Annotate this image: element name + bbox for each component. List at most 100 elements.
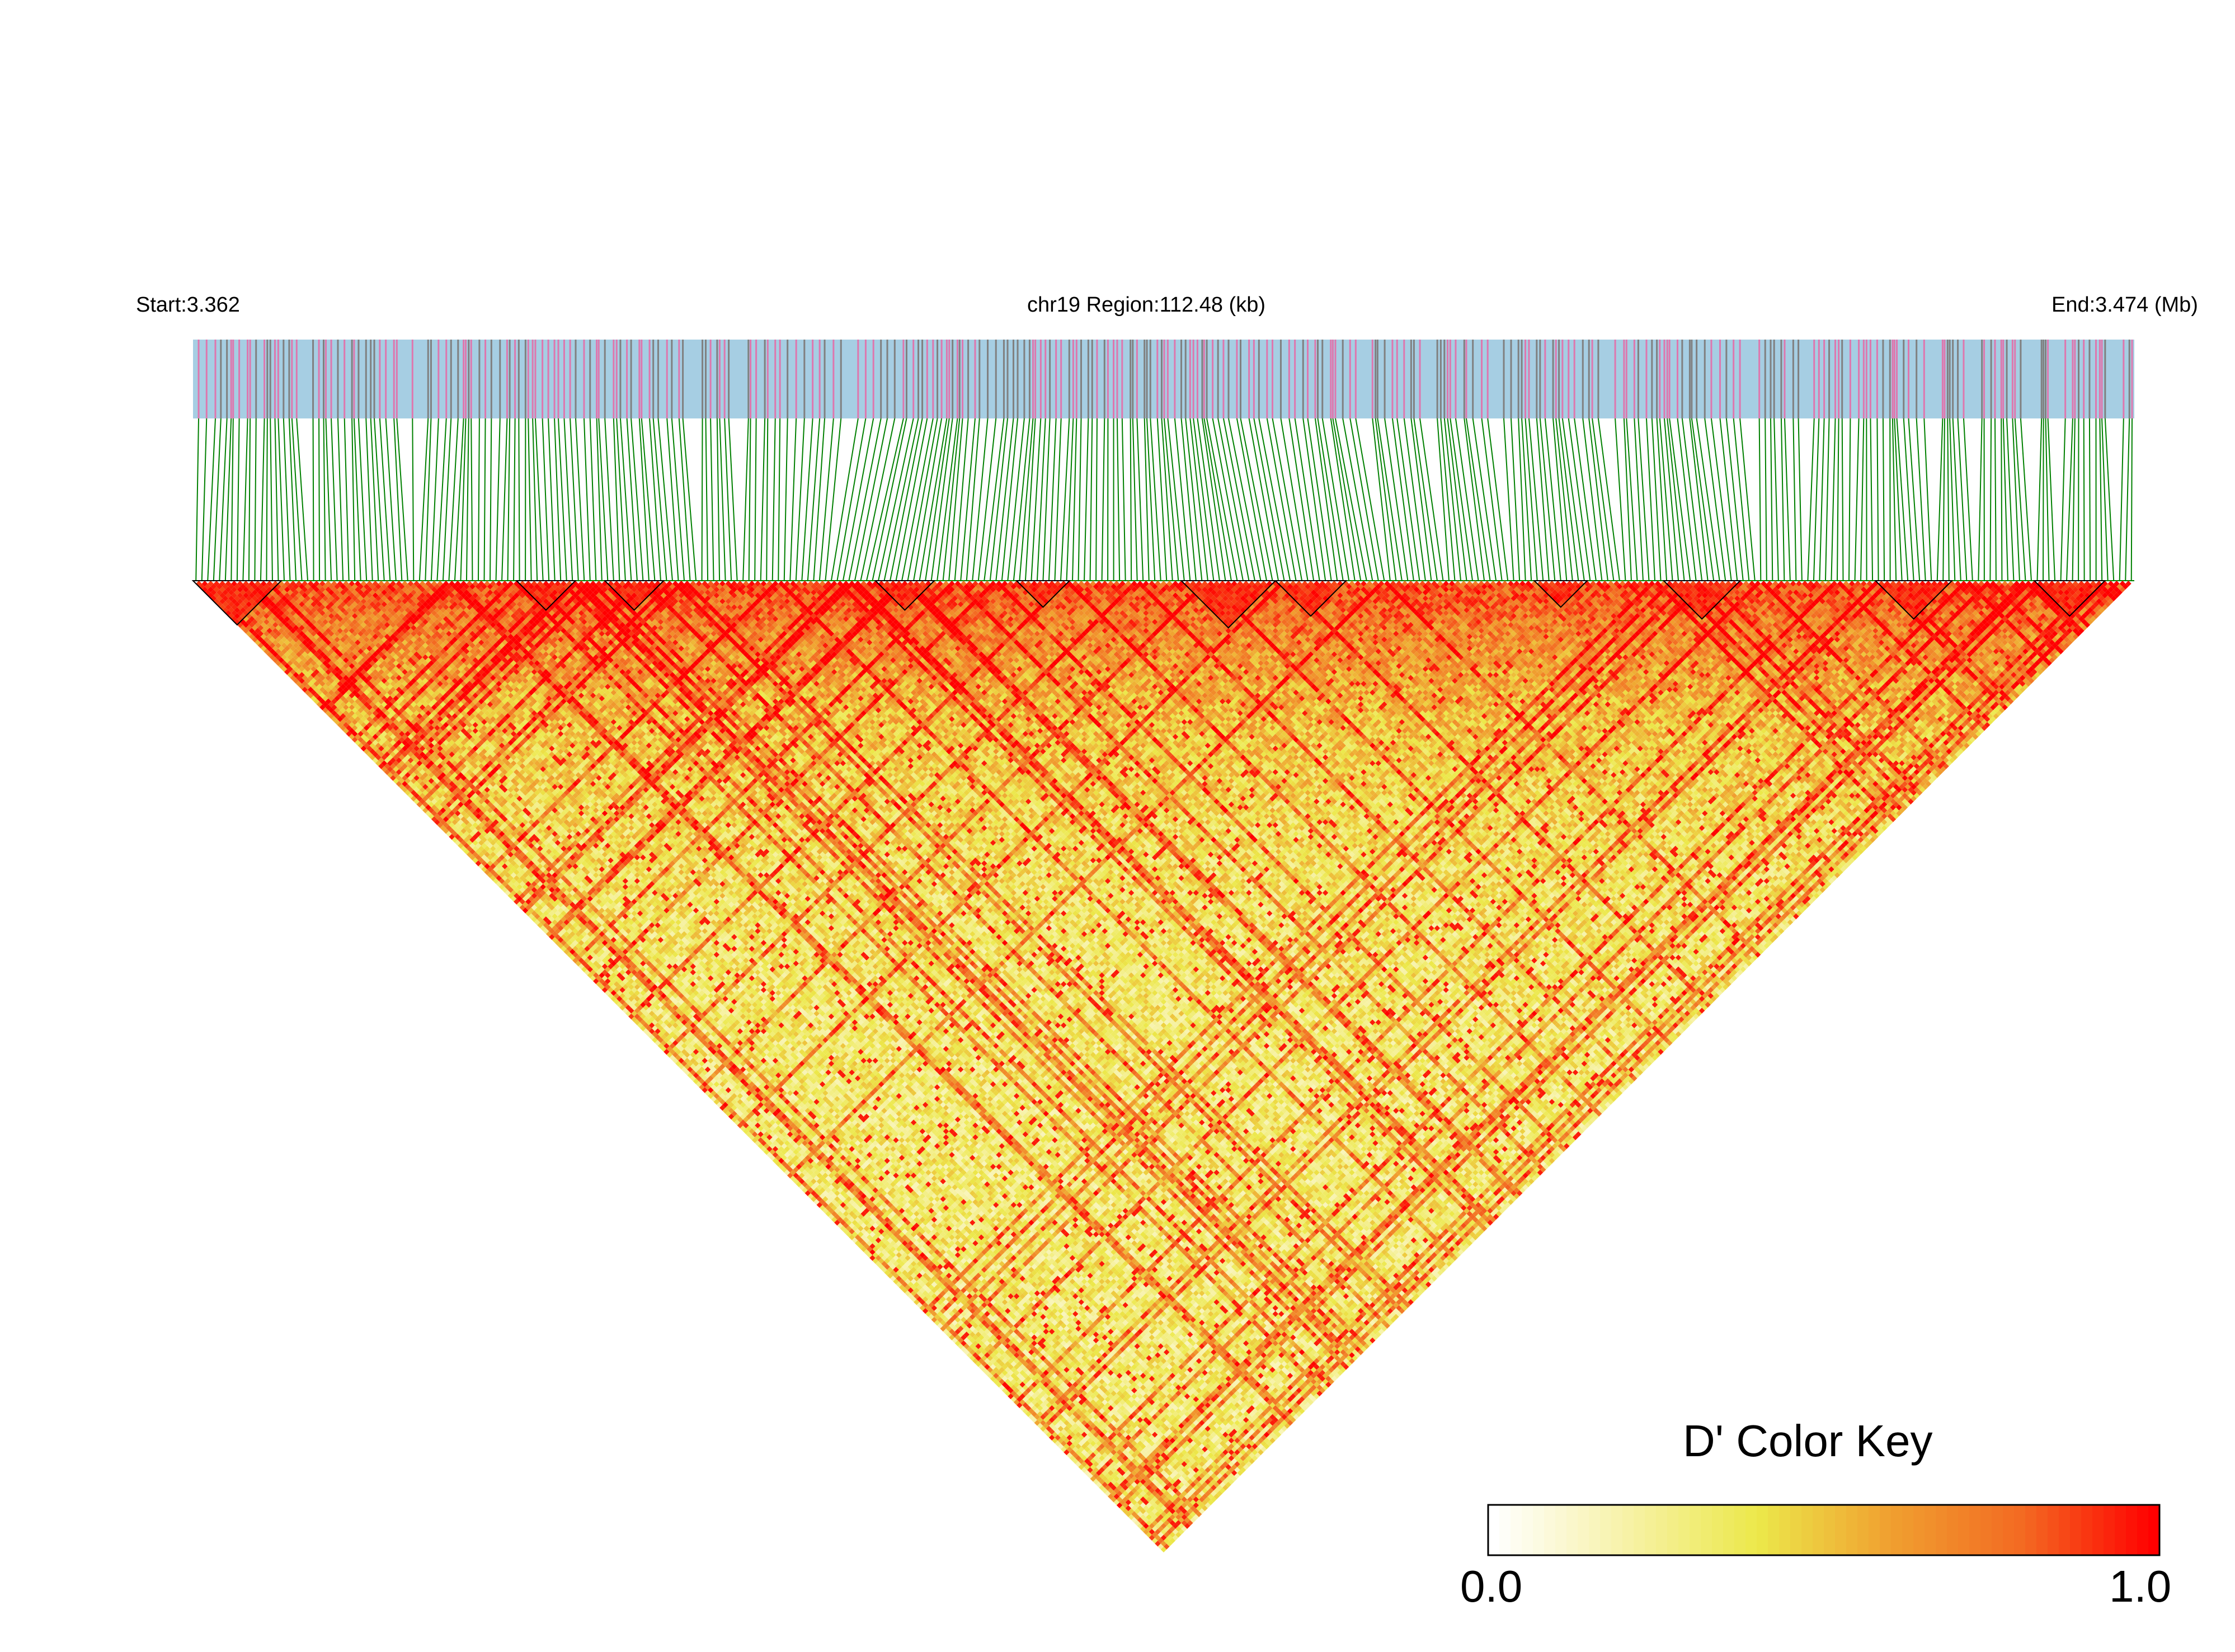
- snp-connector: [1528, 418, 1544, 581]
- snp-connector: [370, 418, 379, 581]
- snp-connector: [1634, 418, 1644, 581]
- snp-connector: [1150, 418, 1161, 581]
- snp-connector: [1167, 418, 1185, 581]
- ld-heatmap-triangle: [196, 581, 2132, 1552]
- snp-connector: [325, 418, 332, 581]
- snp-connector: [1185, 418, 1203, 581]
- snp-connector: [854, 418, 888, 581]
- snp-connector: [1101, 418, 1105, 581]
- snp-connector: [895, 418, 928, 581]
- snp-connector: [619, 418, 632, 581]
- snp-connector: [1481, 418, 1503, 581]
- ld-cell: [893, 1278, 899, 1285]
- snp-connector: [1669, 418, 1691, 581]
- snp-connector: [724, 418, 732, 581]
- snp-connector: [1903, 418, 1914, 581]
- snp-connector: [1854, 418, 1860, 581]
- snp-connector: [1592, 418, 1615, 581]
- snp-connector: [972, 418, 989, 581]
- snp-connector: [283, 418, 291, 581]
- snp-connector: [1638, 418, 1650, 581]
- ld-cell: [255, 639, 261, 646]
- snp-connector: [1410, 418, 1432, 581]
- snp-connector: [596, 418, 603, 581]
- snp-connector: [465, 418, 469, 581]
- snp-connector: [641, 418, 656, 581]
- ld-cell: [796, 1181, 802, 1188]
- snp-connector: [1217, 418, 1250, 581]
- snp-connector: [995, 418, 1014, 581]
- snp-connector: [1521, 418, 1532, 581]
- snp-connector: [930, 418, 953, 581]
- snp-connector: [195, 418, 200, 581]
- snp-connector: [2014, 418, 2026, 581]
- snp-connector: [1894, 418, 1903, 581]
- snp-connector: [1989, 418, 1992, 581]
- snp-connector: [454, 418, 464, 581]
- snp-connector: [2012, 418, 2020, 581]
- ld-cell: [1151, 1537, 1158, 1544]
- snp-connector: [1189, 418, 1208, 581]
- snp-connector: [2036, 418, 2043, 581]
- snp-connector: [490, 418, 492, 581]
- snp-connector: [1440, 418, 1456, 581]
- snp-connector: [666, 418, 679, 581]
- snp-connector: [1831, 418, 1836, 581]
- snp-connector: [2047, 418, 2056, 581]
- snp-connector: [657, 418, 673, 581]
- snp-connector: [1539, 418, 1556, 581]
- snp-connector: [583, 418, 591, 581]
- snp-connector: [1978, 418, 1983, 581]
- snp-connector: [554, 418, 562, 581]
- snp-connector: [1704, 418, 1726, 581]
- snp-connector: [2104, 418, 2115, 581]
- snp-connector: [1294, 418, 1320, 581]
- snp-connector: [213, 418, 222, 581]
- snp-connector: [1203, 418, 1232, 581]
- snp-connector: [649, 418, 661, 581]
- snp-connector: [989, 418, 1009, 581]
- snp-connector: [848, 418, 882, 581]
- snp-connector: [1437, 418, 1450, 581]
- snp-connector: [1072, 418, 1077, 581]
- snp-connector: [1396, 418, 1420, 581]
- snp-connector: [1355, 418, 1385, 581]
- snp-connector: [1561, 418, 1585, 581]
- snp-connector: [1848, 418, 1851, 581]
- snp-connector: [1952, 418, 1961, 581]
- snp-connector: [1882, 418, 1885, 581]
- snp-connector: [860, 418, 896, 581]
- snp-connector: [351, 418, 356, 581]
- snp-connector: [1558, 418, 1579, 581]
- snp-connector: [270, 418, 273, 581]
- snp-connector: [430, 418, 439, 581]
- snp-connector: [1349, 418, 1379, 581]
- snp-connector: [716, 418, 721, 581]
- snp-connector: [613, 418, 620, 581]
- ld-cell: [231, 610, 237, 616]
- ld-cell: [1143, 1528, 1149, 1535]
- snp-connector: [230, 418, 234, 581]
- snp-connector: [1626, 418, 1638, 581]
- snp-connector: [1963, 418, 1973, 581]
- snp-connector: [1095, 418, 1098, 581]
- snp-connector: [1908, 418, 1921, 581]
- snp-connector: [1656, 418, 1668, 581]
- snp-connector: [1860, 418, 1865, 581]
- snp-connector: [1377, 418, 1403, 581]
- snp-connector: [1696, 418, 1720, 581]
- snp-connector: [357, 418, 368, 581]
- snp-connector: [795, 418, 805, 581]
- snp-connector: [288, 418, 297, 581]
- ld-cell: [1160, 1546, 1167, 1552]
- snp-connector: [534, 418, 544, 581]
- snp-connector: [1667, 418, 1685, 581]
- snp-connector: [1645, 418, 1656, 581]
- snp-connector: [266, 418, 268, 581]
- snp-connector: [913, 418, 943, 581]
- snp-connector: [710, 418, 714, 581]
- snp-connector: [1552, 418, 1568, 581]
- snp-connector: [1824, 418, 1830, 581]
- snp-connector: [344, 418, 350, 581]
